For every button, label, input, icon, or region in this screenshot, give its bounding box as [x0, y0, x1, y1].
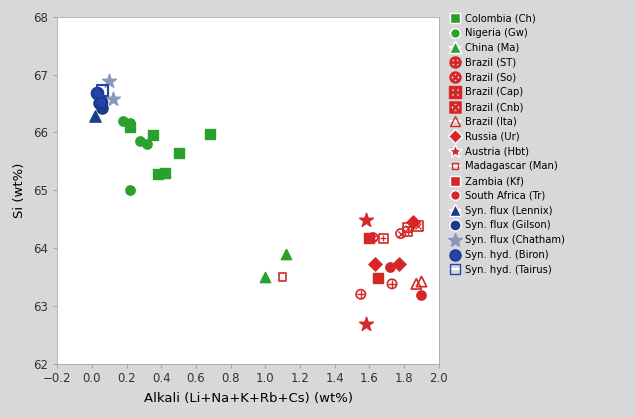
Point: [385, 263, 396, 270]
Point: [396, 230, 406, 237]
Point: [107, 95, 118, 102]
Point: [97, 105, 107, 112]
Point: [93, 100, 104, 107]
Point: [125, 123, 135, 130]
Point: [260, 273, 270, 280]
Point: [281, 250, 291, 257]
Point: [95, 99, 106, 106]
Point: [361, 217, 371, 224]
Point: [278, 273, 288, 280]
Point: [148, 132, 158, 139]
Point: [153, 171, 163, 177]
Point: [90, 113, 100, 120]
Point: [118, 117, 128, 124]
Point: [160, 169, 170, 176]
Point: [356, 291, 366, 298]
Point: [378, 235, 389, 242]
Point: [125, 187, 135, 194]
Point: [403, 224, 413, 231]
Point: [205, 130, 215, 137]
Legend: Colombia (Ch), Nigeria (Gw), China (Ma), Brazil (ST), Brazil (So), Brazil (Cap),: Colombia (Ch), Nigeria (Gw), China (Ma),…: [450, 13, 565, 275]
Point: [387, 280, 397, 287]
Point: [411, 280, 422, 287]
Point: [125, 119, 135, 126]
Point: [394, 260, 404, 267]
Point: [370, 261, 380, 268]
Point: [92, 90, 102, 97]
Point: [142, 140, 153, 147]
Point: [361, 321, 371, 328]
Point: [97, 87, 107, 94]
Point: [413, 223, 423, 229]
Point: [368, 234, 378, 241]
Point: [174, 149, 184, 156]
Point: [364, 234, 375, 241]
Point: [135, 138, 146, 144]
Point: [417, 292, 427, 299]
Point: [417, 278, 427, 285]
Point: [104, 78, 114, 85]
Y-axis label: Si (wt%): Si (wt%): [13, 163, 26, 218]
Point: [403, 229, 413, 235]
Point: [373, 275, 384, 281]
Point: [408, 219, 418, 225]
X-axis label: Alkali (Li+Na+K+Rb+Cs) (wt%): Alkali (Li+Na+K+Rb+Cs) (wt%): [144, 392, 352, 405]
